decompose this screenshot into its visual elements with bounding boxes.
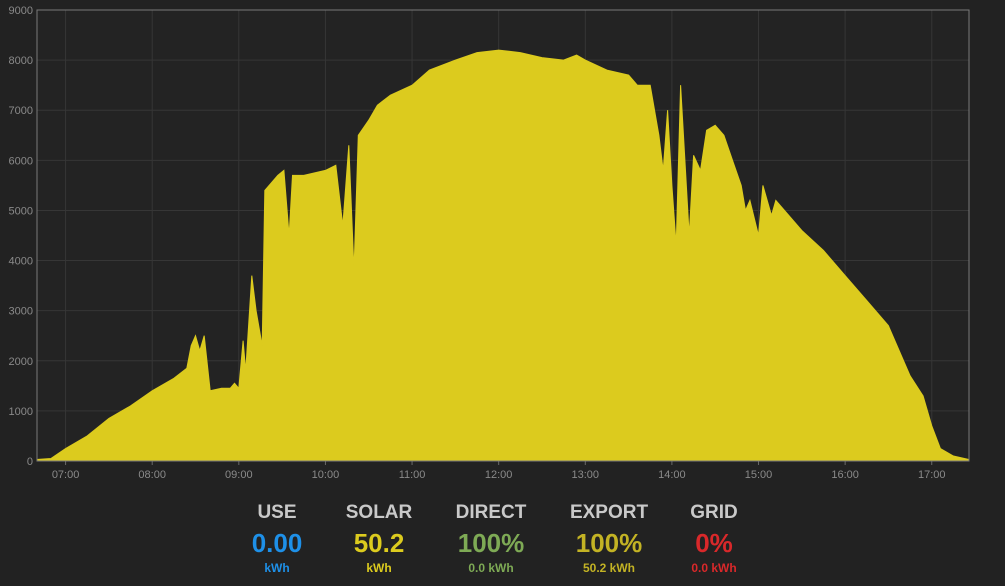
y-tick-label: 2000 — [9, 356, 33, 368]
x-tick-label: 12:00 — [485, 469, 513, 481]
stat-solar: SOLAR 50.2 kWh — [324, 500, 434, 576]
stat-use: USE 0.00 kWh — [222, 500, 332, 576]
y-tick-label: 8000 — [9, 55, 33, 67]
stat-export-value: 100% — [575, 528, 643, 558]
y-tick-label: 0 — [27, 456, 33, 468]
y-tick-label: 3000 — [9, 306, 33, 318]
x-tick-label: 07:00 — [52, 469, 80, 481]
stat-grid: GRID 0% 0.0 kWh — [659, 500, 769, 576]
x-tick-label: 17:00 — [918, 469, 946, 481]
y-tick-label: 9000 — [9, 5, 33, 17]
plot-border — [36, 9, 970, 462]
stat-solar-label: SOLAR — [345, 502, 413, 523]
stat-direct-value: 100% — [457, 528, 525, 558]
stat-use-value: 0.00 — [251, 528, 303, 558]
stat-direct: DIRECT 100% 0.0 kWh — [436, 500, 546, 576]
x-tick-label: 13:00 — [572, 469, 600, 481]
stat-solar-value: 50.2 — [353, 528, 405, 558]
stat-use-unit: kWh — [264, 561, 290, 575]
solar-power-chart: 0 1000 2000 3000 4000 5000 6000 7000 8000 9000 07:… — [9, 5, 970, 481]
stat-grid-label: GRID — [690, 502, 738, 523]
x-tick-label: 08:00 — [138, 469, 166, 481]
stat-export-label: EXPORT — [569, 502, 649, 523]
stat-export: EXPORT 100% 50.2 kWh — [554, 500, 664, 576]
x-tick-label: 16:00 — [831, 469, 859, 481]
y-tick-label: 6000 — [9, 155, 33, 167]
solar-area-series — [36, 49, 970, 462]
stat-direct-energy: 0.0 kWh — [468, 561, 514, 575]
x-tick-label: 15:00 — [745, 469, 773, 481]
stat-export-energy: 50.2 kWh — [582, 561, 636, 575]
stat-use-label: USE — [257, 502, 297, 523]
y-tick-label: 1000 — [9, 406, 33, 418]
y-tick-label: 4000 — [9, 256, 33, 268]
y-tick-label: 7000 — [9, 105, 33, 117]
stat-direct-label: DIRECT — [455, 502, 527, 523]
x-tick-label: 14:00 — [658, 469, 686, 481]
y-tick-label: 5000 — [9, 205, 33, 217]
stat-solar-unit: kWh — [366, 561, 392, 575]
x-tick-label: 09:00 — [225, 469, 253, 481]
chart-axes: 0 1000 2000 3000 4000 5000 6000 7000 8000 9000 07:… — [9, 5, 970, 481]
x-tick-label: 11:00 — [399, 469, 426, 481]
stat-grid-value: 0% — [695, 528, 733, 558]
x-tick-label: 10:00 — [312, 469, 340, 481]
chart-series — [36, 49, 970, 462]
stat-grid-energy: 0.0 kWh — [691, 561, 737, 575]
energy-summary: USE 0.00 kWh SOLAR 50.2 kWh DIRECT 100% … — [0, 500, 1005, 586]
